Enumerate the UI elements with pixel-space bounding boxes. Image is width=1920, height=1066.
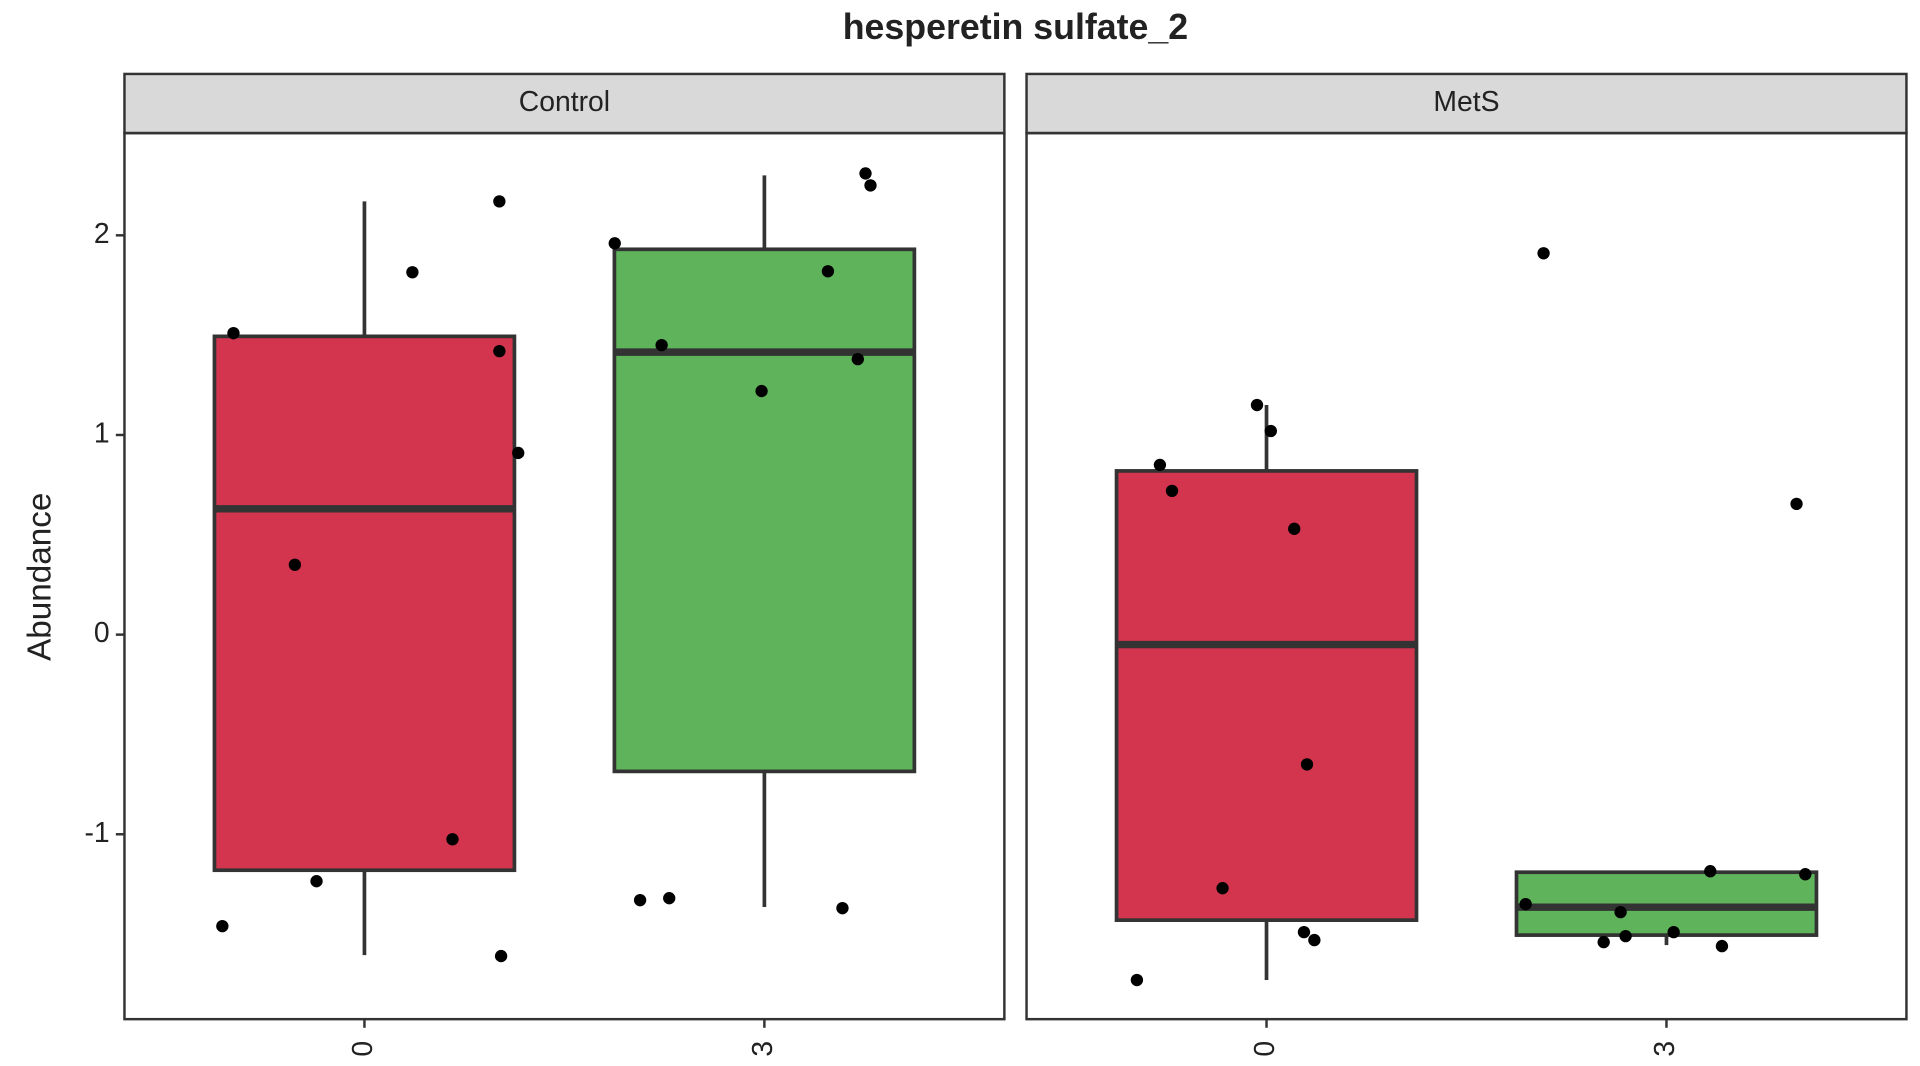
point: [1799, 868, 1812, 881]
point: [1250, 398, 1264, 412]
point: [1667, 925, 1680, 939]
point: [310, 875, 323, 888]
x-tick-label: 3: [1649, 1041, 1681, 1057]
point: [288, 558, 302, 571]
point: [1614, 905, 1627, 919]
x-tick-label: 0: [347, 1041, 379, 1057]
point: [1288, 522, 1301, 535]
point: [1790, 497, 1803, 511]
point: [1308, 933, 1321, 947]
point: [1216, 882, 1229, 895]
point: [633, 894, 647, 907]
strip-label: MetS: [1433, 86, 1499, 118]
point: [493, 344, 506, 358]
point: [836, 901, 849, 915]
point: [1264, 424, 1277, 438]
point: [1704, 865, 1717, 878]
panel-border: [1025, 131, 1908, 1021]
point: [1300, 758, 1314, 771]
panel-border: [123, 131, 1006, 1021]
y-tick-label: 1: [94, 417, 110, 449]
strip-label: Control: [519, 86, 610, 118]
y-tick-label: -1: [84, 817, 109, 849]
y-tick-label: 2: [94, 218, 110, 250]
point: [821, 265, 835, 278]
box: [212, 334, 517, 873]
x-tick-label: 3: [747, 1041, 779, 1057]
point: [493, 195, 506, 208]
point: [864, 179, 877, 192]
point: [1715, 939, 1729, 953]
point: [1519, 898, 1532, 911]
y-axis-label: Abundance: [22, 493, 59, 661]
point: [1165, 484, 1179, 498]
point: [755, 384, 768, 398]
point: [859, 167, 872, 180]
point: [1619, 929, 1632, 943]
point: [851, 352, 864, 366]
point: [608, 237, 621, 250]
box: [1114, 469, 1419, 922]
box: [612, 247, 917, 774]
point: [446, 833, 459, 846]
point: [1537, 247, 1550, 260]
point: [1597, 935, 1610, 949]
strip: [123, 72, 1006, 135]
y-tick-label: 0: [94, 617, 110, 649]
point: [227, 326, 240, 340]
point: [406, 266, 419, 279]
chart-title: hesperetin sulfate_2: [843, 7, 1188, 47]
point: [663, 892, 676, 905]
point: [1297, 925, 1311, 939]
point: [216, 919, 229, 933]
point: [1153, 458, 1167, 472]
point: [1130, 973, 1144, 987]
x-tick-label: 0: [1249, 1041, 1281, 1057]
point: [512, 446, 525, 460]
point: [494, 949, 508, 963]
point: [655, 338, 668, 352]
